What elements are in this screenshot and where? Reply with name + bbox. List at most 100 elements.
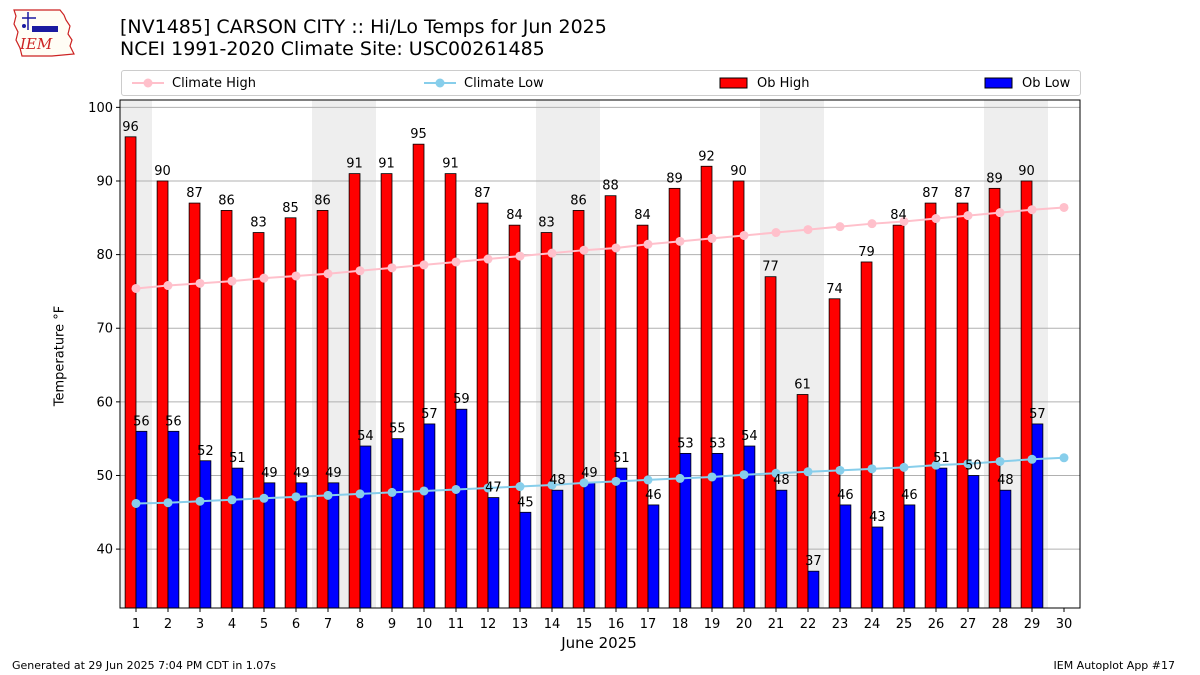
ob-high-label-14: 83 xyxy=(538,216,555,231)
climate-high-point-10 xyxy=(419,260,429,270)
ob-low-label-29: 57 xyxy=(1029,407,1046,422)
climate-high-point-5 xyxy=(259,273,269,283)
ob-low-label-5: 49 xyxy=(261,466,278,481)
ob-low-label-2: 56 xyxy=(165,414,182,429)
climate-low-point-3 xyxy=(195,496,205,506)
climate-high-line xyxy=(135,206,1065,290)
climate-low-swatch xyxy=(424,78,456,88)
ob-low-label-1: 56 xyxy=(133,414,150,429)
ob-low-bar-12 xyxy=(487,497,500,609)
xtick-label-14: 14 xyxy=(544,617,561,632)
ob-low-bar-7 xyxy=(327,482,340,609)
climate-low-point-15 xyxy=(579,478,589,488)
ytick-label-60: 60 xyxy=(96,395,113,410)
ytick-label-80: 80 xyxy=(96,248,113,263)
ob-low-label-22: 37 xyxy=(805,554,822,569)
ob-high-label-29: 90 xyxy=(1018,164,1035,179)
climate-high-swatch xyxy=(132,78,164,88)
climate-low-point-20 xyxy=(739,470,749,480)
xtick-label-12: 12 xyxy=(480,617,497,632)
ob-low-label-27: 50 xyxy=(965,458,982,473)
ob-high-bar-20 xyxy=(732,180,745,609)
ob-low-bar-20 xyxy=(743,445,756,609)
ob-low-bar-9 xyxy=(391,438,404,609)
climate-high-point-15 xyxy=(579,245,589,255)
legend-label-ob-low: Ob Low xyxy=(1022,75,1071,91)
ob-high-label-5: 83 xyxy=(250,216,267,231)
xtick-label-18: 18 xyxy=(672,617,689,632)
ob-low-label-12: 47 xyxy=(485,481,502,496)
ob-high-label-27: 87 xyxy=(954,186,971,201)
ob-low-bar-15 xyxy=(583,482,596,609)
ob-high-label-18: 89 xyxy=(666,171,683,186)
ob-low-label-3: 52 xyxy=(197,444,214,459)
climate-low-point-30 xyxy=(1059,453,1069,463)
climate-low-point-4 xyxy=(227,495,237,505)
ob-high-label-17: 84 xyxy=(634,208,651,223)
ob-high-bar-18 xyxy=(668,187,681,609)
ob-high-label-23: 74 xyxy=(826,282,843,297)
xtick-label-2: 2 xyxy=(164,617,172,632)
xtick-label-16: 16 xyxy=(608,617,625,632)
ob-high-label-25: 84 xyxy=(890,208,907,223)
xtick-label-9: 9 xyxy=(388,617,396,632)
ob-low-bar-17 xyxy=(647,504,660,609)
xtick-label-27: 27 xyxy=(960,617,977,632)
ob-low-label-6: 49 xyxy=(293,466,310,481)
climate-high-point-14 xyxy=(547,248,557,258)
ob-low-label-23: 46 xyxy=(837,488,854,503)
xtick-label-6: 6 xyxy=(292,617,300,632)
ob-low-bar-22 xyxy=(807,570,820,609)
ob-high-bar-2 xyxy=(156,180,169,609)
ob-high-label-15: 86 xyxy=(570,193,587,208)
xtick-label-20: 20 xyxy=(736,617,753,632)
ob-low-bar-14 xyxy=(551,489,564,609)
ob-low-bar-11 xyxy=(455,408,468,609)
climate-high-point-13 xyxy=(515,251,525,261)
climate-high-point-29 xyxy=(1027,205,1037,215)
ytick-label-40: 40 xyxy=(96,543,113,558)
climate-high-point-11 xyxy=(451,257,461,267)
ob-high-bar-22 xyxy=(796,394,809,609)
climate-low-point-17 xyxy=(643,475,653,485)
ob-high-bar-13 xyxy=(508,224,521,609)
xtick-label-5: 5 xyxy=(260,617,268,632)
climate-low-point-10 xyxy=(419,486,429,496)
climate-high-point-22 xyxy=(803,225,813,235)
climate-high-point-3 xyxy=(195,278,205,288)
ob-low-label-28: 48 xyxy=(997,473,1014,488)
climate-high-point-6 xyxy=(291,271,301,281)
xtick-label-26: 26 xyxy=(928,617,945,632)
ob-low-label-7: 49 xyxy=(325,466,342,481)
climate-low-point-13 xyxy=(515,482,525,492)
generated-timestamp: Generated at 29 Jun 2025 7:04 PM CDT in … xyxy=(12,659,277,672)
logo-text: IEM xyxy=(19,35,53,53)
legend-label-climate-high: Climate High xyxy=(172,75,257,91)
ob-high-label-24: 79 xyxy=(858,245,875,260)
ob-high-label-8: 91 xyxy=(346,157,363,172)
ob-low-bar-2 xyxy=(167,430,180,609)
ob-low-bar-25 xyxy=(903,504,916,609)
ob-high-label-12: 87 xyxy=(474,186,491,201)
xtick-label-3: 3 xyxy=(196,617,204,632)
ob-low-label-26: 51 xyxy=(933,451,950,466)
ob-low-label-8: 54 xyxy=(357,429,374,444)
xtick-label-17: 17 xyxy=(640,617,657,632)
xtick-label-13: 13 xyxy=(512,617,529,632)
ob-high-bar-19 xyxy=(700,165,713,609)
ob-low-label-13: 45 xyxy=(517,495,534,510)
climate-high-point-9 xyxy=(387,263,397,273)
climate-low-point-7 xyxy=(323,490,333,500)
ob-high-bar-9 xyxy=(380,173,393,609)
ob-high-label-20: 90 xyxy=(730,164,747,179)
ob-high-bar-1 xyxy=(124,136,137,609)
climate-high-point-4 xyxy=(227,276,237,286)
ob-low-label-21: 48 xyxy=(773,473,790,488)
climate-high-point-27 xyxy=(963,211,973,221)
ytick-label-100: 100 xyxy=(88,101,113,116)
climate-high-point-8 xyxy=(355,266,365,276)
ob-high-bar-10 xyxy=(412,143,425,609)
ob-low-label-20: 54 xyxy=(741,429,758,444)
ob-low-swatch xyxy=(984,77,1013,89)
